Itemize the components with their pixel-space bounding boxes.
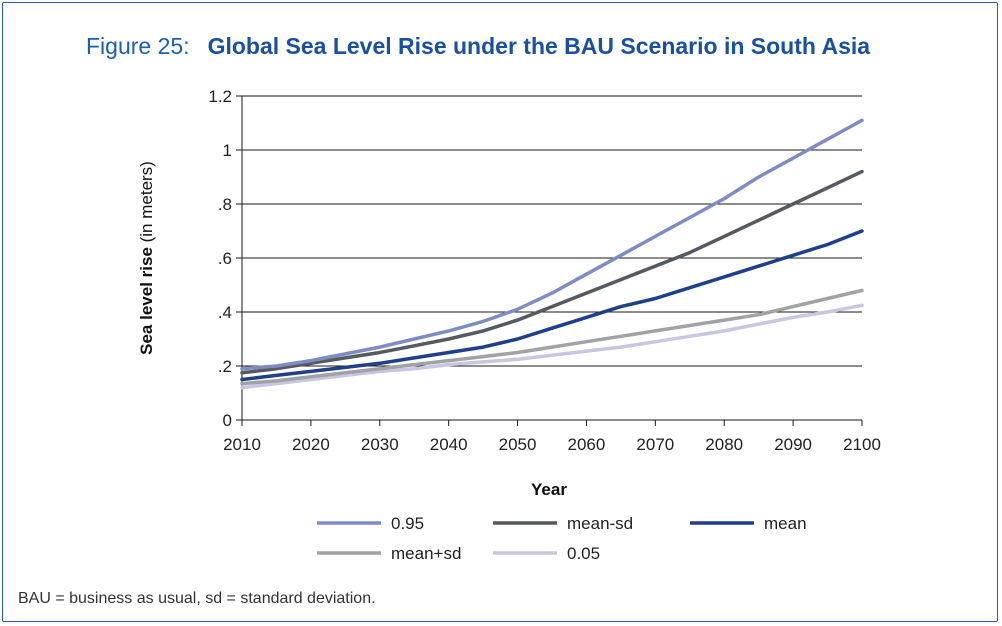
series-line-0-05: [240, 303, 864, 390]
legend: 0.95 mean-sd mean mean+sd 0.05: [317, 514, 807, 563]
y-tick-label: .8: [218, 195, 232, 214]
footnote: BAU = business as usual, sd = standard d…: [18, 590, 376, 607]
y-axis-label-rest: (in meters): [137, 161, 156, 247]
series-lines: [240, 118, 864, 390]
figure-title-text: Global Sea Level Rise under the BAU Scen…: [207, 33, 871, 59]
axes: [241, 96, 863, 426]
series-line-mean: [240, 229, 864, 382]
gridlines: [236, 95, 862, 421]
figure-title: Figure 25: Global Sea Level Rise under th…: [86, 33, 870, 60]
series-line-mean-sd: [240, 169, 864, 375]
legend-label: 0.05: [567, 544, 600, 563]
series-line-mean-sd: [240, 288, 864, 386]
y-axis-label: Sea level rise (in meters): [137, 161, 156, 355]
y-tick-label: 0: [223, 411, 232, 430]
legend-label: mean+sd: [391, 544, 461, 563]
x-tick-label: 2090: [774, 435, 812, 454]
x-tick-label: 2080: [705, 435, 743, 454]
series-line-0-95: [240, 118, 864, 371]
x-tick-label: 2020: [292, 435, 330, 454]
y-axis-label-bold: Sea level rise: [137, 247, 156, 355]
legend-label: mean: [764, 514, 807, 533]
x-tick-labels: 2010 2020 2030 2040 2050 2060 2070 2080 2090 2100: [223, 435, 881, 454]
y-tick-label: 1: [223, 141, 232, 160]
y-tick-labels: 0 .2 .4 .6 .8 1 1.2: [208, 87, 232, 430]
x-tick-label: 2060: [568, 435, 606, 454]
x-tick-label: 2030: [361, 435, 399, 454]
legend-label: 0.95: [391, 514, 424, 533]
y-tick-label: .2: [218, 357, 232, 376]
x-tick-label: 2050: [499, 435, 537, 454]
x-tick-label: 2100: [843, 435, 881, 454]
y-tick-label: .4: [218, 303, 232, 322]
y-tick-label: .6: [218, 249, 232, 268]
figure-label: Figure 25:: [86, 33, 190, 59]
x-tick-label: 2040: [430, 435, 468, 454]
legend-label: mean-sd: [567, 514, 633, 533]
x-axis-label: Year: [531, 480, 567, 499]
x-tick-label: 2070: [636, 435, 674, 454]
y-tick-label: 1.2: [208, 87, 232, 106]
x-tick-label: 2010: [223, 435, 261, 454]
